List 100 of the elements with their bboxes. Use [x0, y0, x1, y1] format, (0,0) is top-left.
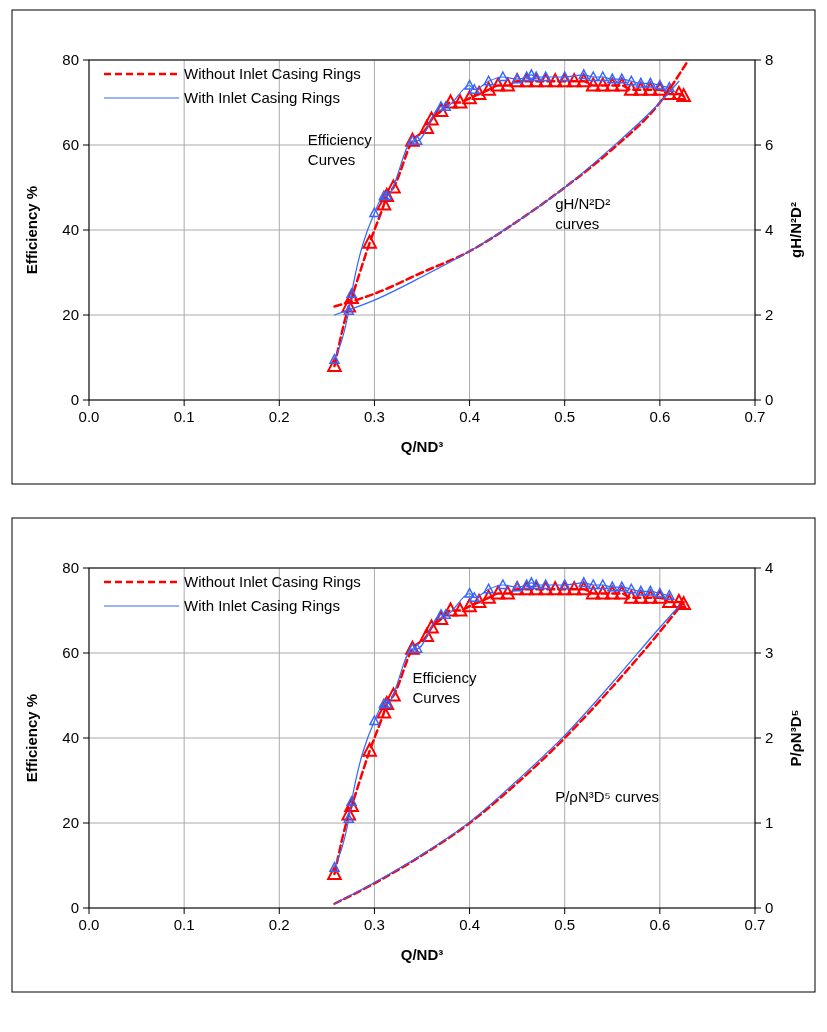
point — [654, 79, 666, 90]
point — [538, 581, 553, 596]
point — [509, 73, 525, 88]
point — [435, 101, 447, 111]
point — [633, 589, 649, 604]
y-tick-label: 80 — [62, 51, 79, 69]
y-tick-label: 0 — [70, 391, 79, 409]
point — [526, 577, 537, 588]
point — [440, 609, 452, 619]
point — [376, 196, 392, 211]
point — [538, 73, 553, 88]
y-tick-label: 20 — [62, 814, 79, 832]
point — [626, 583, 637, 594]
point — [471, 86, 487, 100]
point — [433, 103, 449, 117]
point — [440, 101, 452, 111]
point — [547, 73, 563, 88]
point — [433, 611, 449, 625]
point — [497, 71, 509, 82]
point — [643, 81, 658, 96]
x-tick-label: 0.4 — [459, 916, 480, 933]
point — [519, 581, 534, 596]
point — [595, 585, 611, 600]
x-tick-label: 0.5 — [554, 408, 576, 425]
point — [614, 77, 630, 92]
x-tick-label: 0.1 — [173, 916, 195, 933]
point — [490, 77, 506, 92]
point — [452, 94, 468, 109]
point — [624, 81, 639, 96]
point — [327, 866, 342, 880]
y-tick-label: 80 — [62, 559, 79, 577]
point — [576, 73, 592, 88]
point — [424, 619, 439, 634]
point — [566, 581, 582, 596]
point — [419, 628, 435, 642]
point — [481, 81, 496, 96]
y-axis-title: Efficiency % — [23, 185, 40, 275]
x-tick-label: 0.7 — [744, 916, 766, 933]
y-tick-label: 0 — [70, 899, 79, 917]
x-tick-label: 0.7 — [744, 408, 766, 425]
point — [547, 581, 563, 596]
y2-tick-label: 6 — [765, 136, 774, 154]
y2-tick-label: 2 — [765, 729, 774, 747]
point — [419, 120, 435, 134]
point — [329, 861, 340, 872]
y2-tick-label: 4 — [765, 559, 774, 577]
legend-label: With Inlet Casing Rings — [184, 597, 340, 615]
point — [481, 589, 496, 604]
point — [386, 687, 401, 702]
y2-tick-label: 1 — [765, 814, 774, 832]
x-tick-label: 0.4 — [459, 408, 480, 425]
x-tick-label: 0.2 — [268, 916, 290, 933]
x-tick-label: 0.2 — [268, 408, 290, 425]
y2-tick-label: 0 — [765, 391, 774, 409]
point — [511, 581, 523, 592]
point — [443, 602, 458, 617]
x-tick-label: 0.3 — [364, 916, 385, 933]
point — [490, 585, 506, 600]
point — [471, 594, 487, 608]
point — [462, 598, 477, 613]
point — [595, 77, 611, 92]
point — [462, 90, 477, 105]
point — [588, 71, 599, 82]
point — [671, 86, 687, 100]
x-tick-label: 0.0 — [78, 916, 100, 933]
point — [643, 589, 658, 604]
point — [530, 579, 542, 590]
x-tick-label: 0.6 — [649, 916, 671, 933]
point — [464, 79, 475, 90]
point — [344, 290, 359, 304]
y-tick-label: 40 — [62, 221, 79, 239]
y2-tick-label: 2 — [765, 306, 774, 324]
y-tick-label: 60 — [62, 136, 79, 154]
point — [530, 71, 542, 82]
y2-tick-label: 3 — [765, 644, 774, 662]
point — [597, 579, 609, 590]
point — [452, 602, 468, 617]
point — [511, 73, 523, 84]
point — [624, 589, 639, 604]
point — [362, 234, 377, 249]
point — [509, 581, 525, 596]
point — [585, 77, 601, 92]
point — [443, 94, 458, 109]
point — [329, 353, 340, 364]
point — [557, 73, 573, 88]
point — [566, 73, 582, 88]
point — [376, 704, 392, 719]
x-axis-title: Q/ND³ — [400, 438, 444, 455]
legend-label: Without Inlet Casing Rings — [184, 573, 361, 591]
y-tick-label: 60 — [62, 644, 79, 662]
x-axis-title: Q/ND³ — [400, 946, 444, 963]
point — [635, 77, 647, 88]
x-tick-label: 0.0 — [78, 408, 100, 425]
point — [483, 583, 494, 594]
x-tick-label: 0.6 — [649, 408, 671, 425]
point — [614, 585, 630, 600]
point — [633, 81, 649, 96]
point — [341, 298, 357, 313]
y-tick-label: 20 — [62, 306, 79, 324]
annotation: Efficiency Curves — [307, 131, 373, 168]
